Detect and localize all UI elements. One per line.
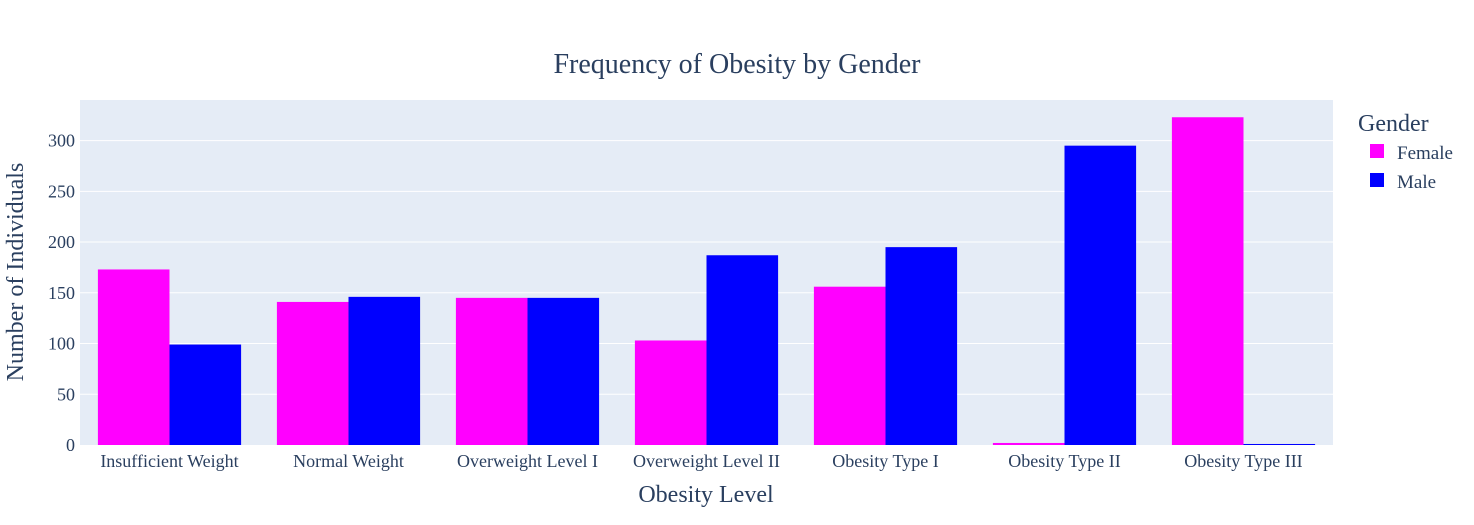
legend-label-male: Male	[1397, 172, 1436, 193]
x-tick-label-5: Obesity Type II	[1008, 451, 1120, 471]
x-tick-label-0: Insufficient Weight	[100, 451, 238, 471]
bar-female-2[interactable]	[455, 297, 528, 445]
x-tick-label-6: Obesity Type III	[1184, 451, 1302, 471]
bar-female-1[interactable]	[276, 301, 349, 445]
y-axis-ticks: 0 50 100 150 200 250 300	[48, 131, 75, 455]
legend-item-female[interactable]: Female	[1370, 143, 1453, 164]
y-tick-label-300: 300	[48, 131, 75, 151]
x-tick-label-2: Overweight Level I	[457, 451, 598, 471]
chart-title: Frequency of Obesity by Gender	[553, 49, 921, 80]
x-tick-label-4: Obesity Type I	[832, 451, 938, 471]
bar-male-6[interactable]	[1243, 443, 1316, 445]
bar-male-3[interactable]	[706, 255, 779, 445]
y-axis-title: Number of Individuals	[3, 163, 29, 382]
legend-label-female: Female	[1397, 143, 1453, 164]
bars	[97, 117, 1316, 446]
bar-male-0[interactable]	[169, 344, 242, 445]
bar-male-2[interactable]	[527, 297, 600, 445]
bar-female-5[interactable]	[992, 442, 1065, 445]
y-tick-label-100: 100	[48, 334, 75, 354]
bar-female-3[interactable]	[634, 340, 707, 445]
legend: Gender Female Male	[1358, 111, 1453, 193]
bar-female-0[interactable]	[97, 269, 170, 445]
bar-male-1[interactable]	[348, 296, 421, 445]
legend-swatch-female	[1370, 144, 1384, 158]
x-tick-label-1: Normal Weight	[293, 451, 404, 471]
legend-item-male[interactable]: Male	[1370, 172, 1436, 193]
bar-female-6[interactable]	[1171, 117, 1244, 445]
x-axis-title: Obesity Level	[638, 482, 774, 508]
y-tick-label-50: 50	[57, 384, 75, 404]
legend-title: Gender	[1358, 111, 1429, 137]
y-tick-label-150: 150	[48, 283, 75, 303]
y-tick-label-250: 250	[48, 181, 75, 201]
x-axis-ticks: Insufficient Weight Normal Weight Overweig…	[100, 451, 1302, 471]
x-tick-label-3: Overweight Level II	[633, 451, 780, 471]
bar-male-4[interactable]	[885, 247, 958, 445]
bar-female-4[interactable]	[813, 286, 886, 445]
y-tick-label-0: 0	[66, 435, 75, 455]
y-tick-label-200: 200	[48, 232, 75, 252]
bar-male-5[interactable]	[1064, 145, 1137, 446]
legend-swatch-male	[1370, 173, 1384, 187]
